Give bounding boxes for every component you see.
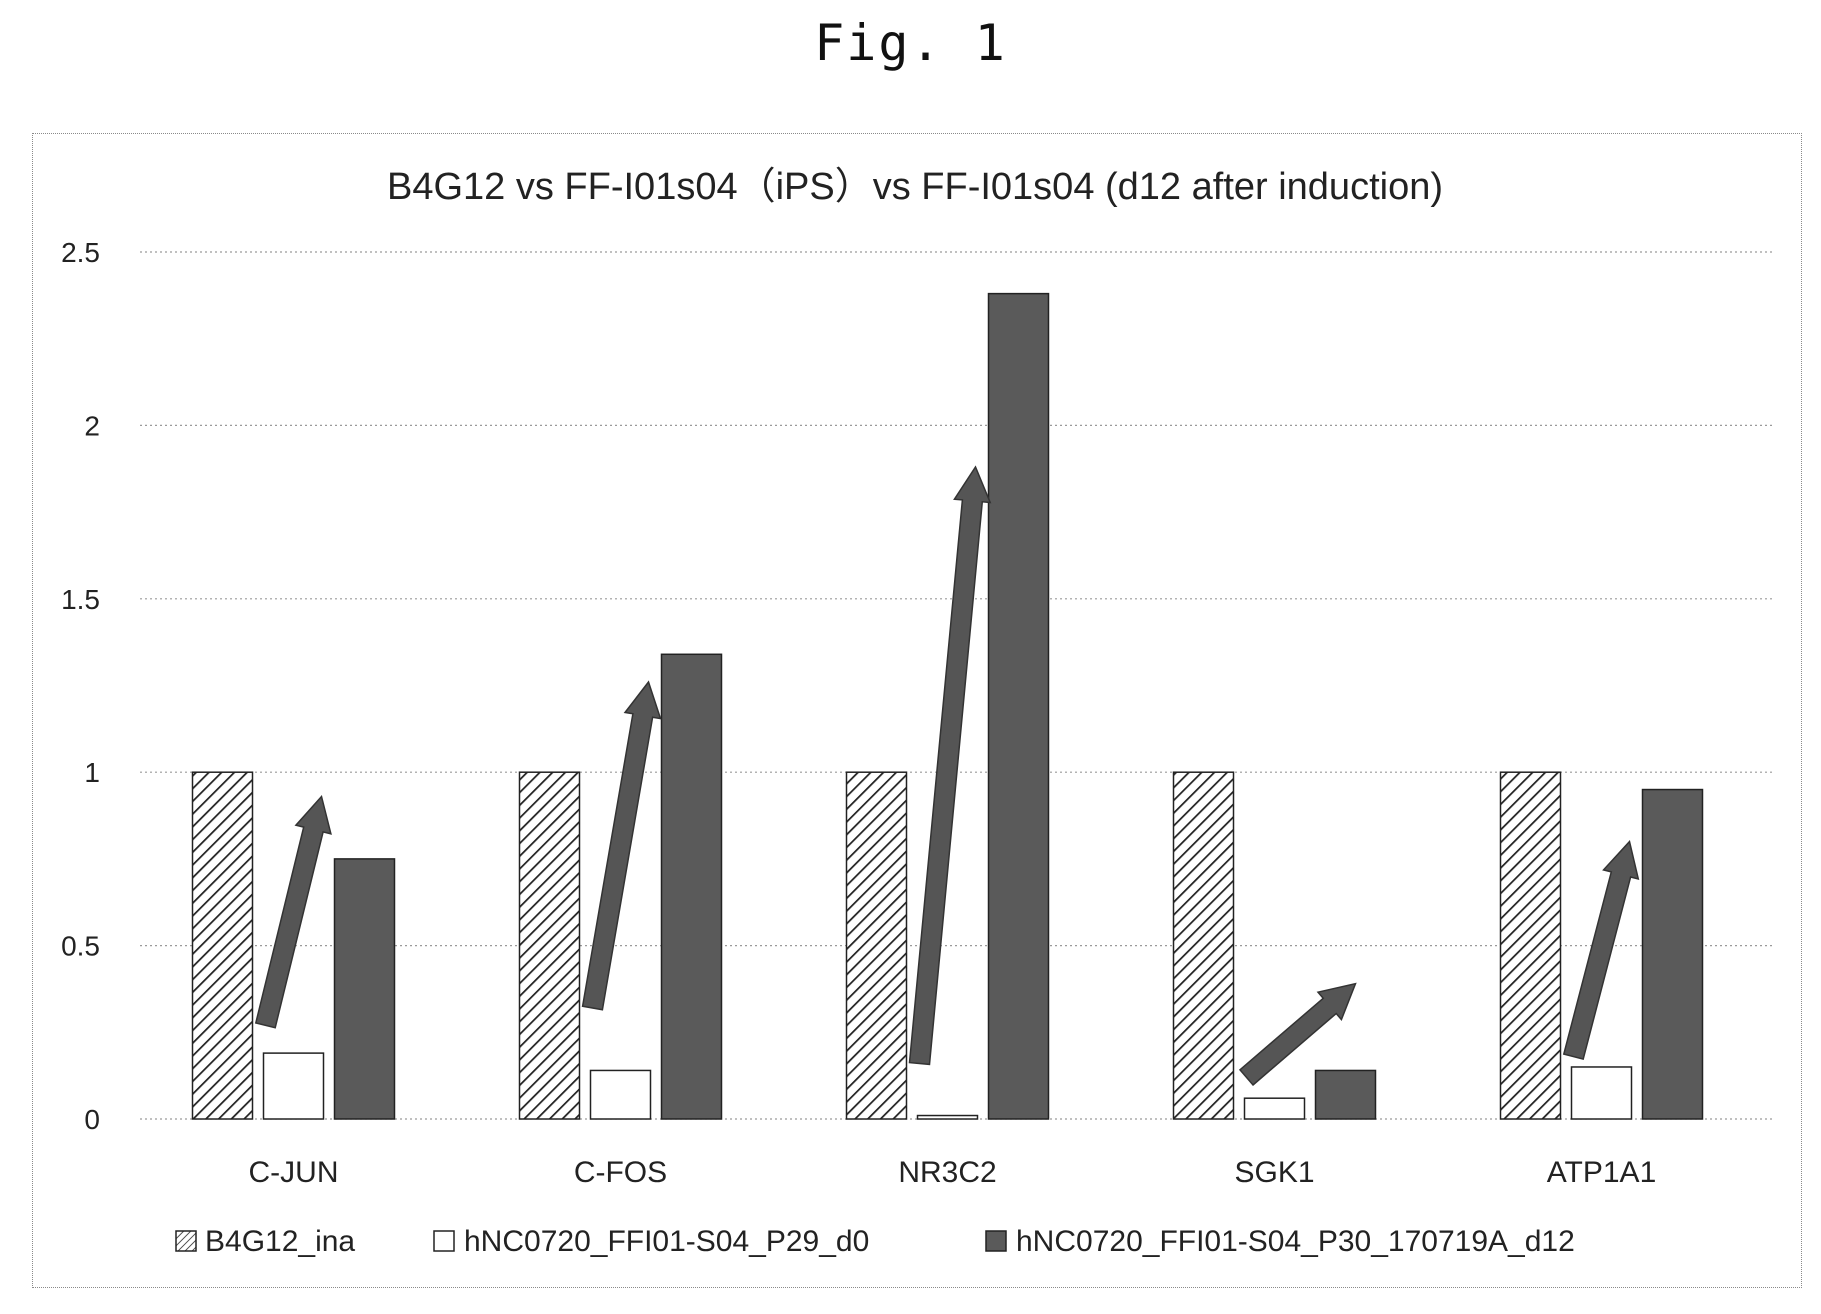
x-axis-categories: C-JUN C-FOS NR3C2 SGK1 ATP1A1	[249, 1156, 1657, 1189]
arrow-atp1a1	[1562, 840, 1640, 1061]
category-label-1: C-FOS	[574, 1156, 667, 1189]
y-tick-label-4: 2	[84, 410, 100, 441]
bar-c-jun-series-0	[191, 771, 254, 1120]
legend-swatch-solid	[985, 1230, 1007, 1252]
figure-label: Fig. 1	[814, 14, 1007, 72]
arrow-c-fos	[581, 680, 662, 1011]
category-label-3: SGK1	[1234, 1156, 1314, 1189]
legend-label-2: hNC0720_FFI01-S04_P30_170719A_d12	[1016, 1225, 1575, 1258]
y-tick-label-0: 0	[84, 1104, 100, 1135]
y-tick-label-1: 0.5	[61, 931, 100, 962]
chart-title: B4G12 vs FF-I01s04（iPS）vs FF-I01s04 (d12…	[387, 166, 1443, 208]
legend: B4G12_ina hNC0720_FFI01-S04_P29_d0 hNC07…	[175, 1225, 1575, 1258]
bar-sgk1-series-0	[1172, 771, 1235, 1120]
y-tick-label-2: 1	[84, 757, 100, 788]
chart-frame	[32, 133, 1802, 1288]
bar-atp1a1-series-2	[1641, 788, 1704, 1120]
bar-c-fos-series-0	[518, 771, 581, 1120]
bar-nr3c2-series-2	[987, 292, 1050, 1120]
legend-swatch-hatched	[175, 1230, 197, 1252]
y-tick-label-3: 1.5	[61, 584, 100, 615]
arrow-sgk1	[1238, 982, 1357, 1087]
y-tick-label-5: 2.5	[61, 237, 100, 268]
category-label-2: NR3C2	[898, 1156, 996, 1189]
arrow-c-jun	[254, 794, 332, 1029]
arrow-annotations	[254, 465, 1640, 1087]
bar-atp1a1-series-1	[1570, 1066, 1633, 1120]
bar-nr3c2-series-0	[845, 771, 908, 1120]
bar-nr3c2-series-1	[916, 1114, 979, 1120]
arrow-nr3c2	[908, 465, 992, 1066]
category-label-0: C-JUN	[249, 1156, 339, 1189]
legend-swatch-open	[433, 1230, 455, 1252]
bar-sgk1-series-1	[1243, 1097, 1306, 1120]
bar-c-fos-series-2	[660, 653, 723, 1120]
y-axis-ticks: 0 0.5 1 1.5 2 2.5	[61, 237, 100, 1135]
bar-sgk1-series-2	[1314, 1069, 1377, 1120]
bar-c-fos-series-1	[589, 1069, 652, 1120]
bar-c-jun-series-2	[333, 858, 396, 1120]
bars	[191, 292, 1704, 1120]
legend-item-1: hNC0720_FFI01-S04_P29_d0	[433, 1225, 869, 1258]
legend-item-2: hNC0720_FFI01-S04_P30_170719A_d12	[985, 1225, 1575, 1258]
legend-label-1: hNC0720_FFI01-S04_P29_d0	[464, 1225, 869, 1258]
bar-atp1a1-series-0	[1499, 771, 1562, 1120]
legend-item-0: B4G12_ina	[175, 1225, 355, 1258]
legend-label-0: B4G12_ina	[205, 1225, 355, 1258]
category-label-4: ATP1A1	[1547, 1156, 1657, 1189]
bar-c-jun-series-1	[262, 1052, 325, 1120]
